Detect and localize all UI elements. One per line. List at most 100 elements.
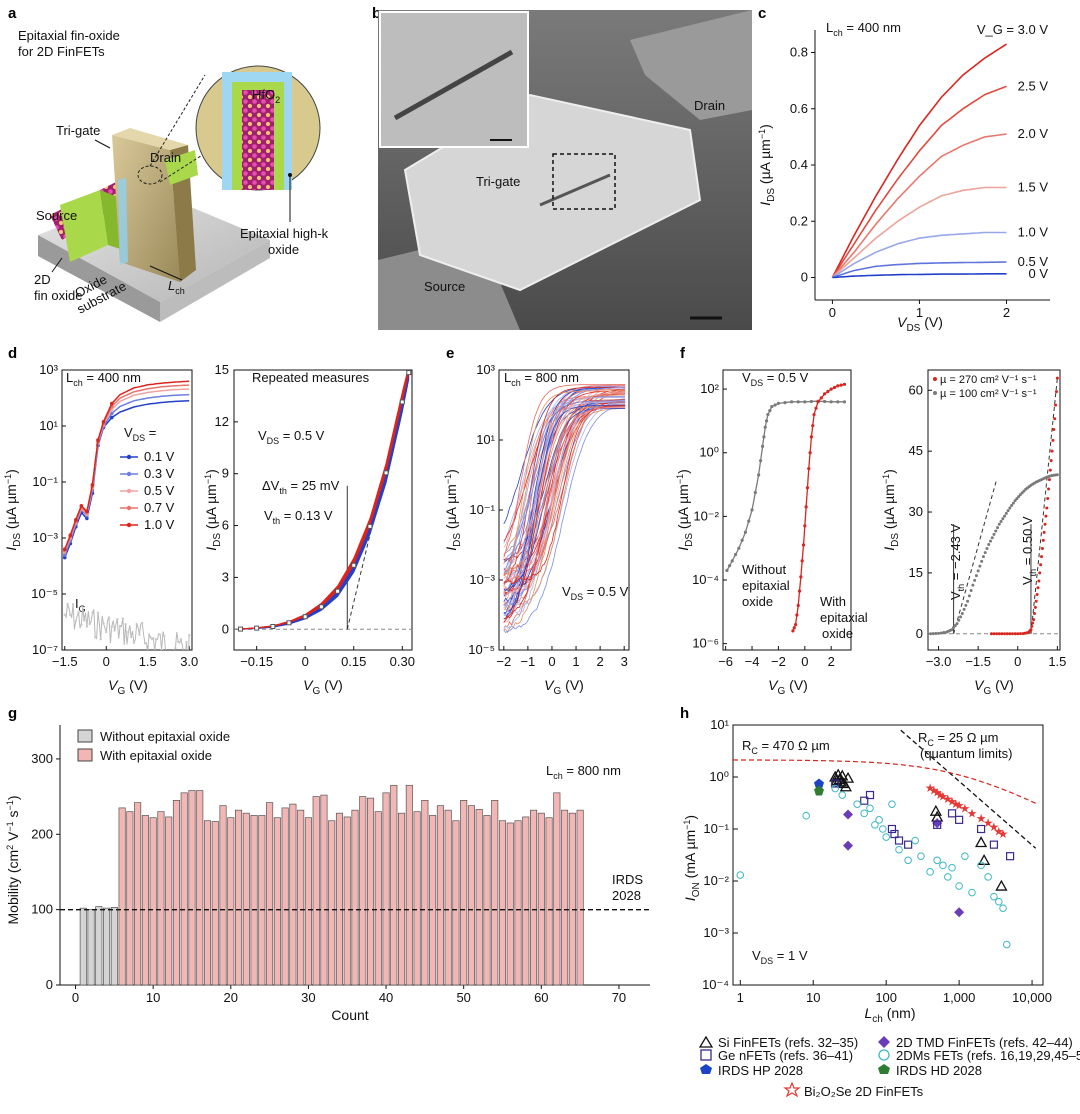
panel-g-bar bbox=[289, 803, 297, 986]
panel-e-ytick-label: 10¹ bbox=[476, 432, 495, 447]
panel-f2-point bbox=[966, 599, 970, 603]
panel-f-series-point bbox=[766, 412, 770, 417]
panel-e-ytick-label: 10⁻¹ bbox=[469, 502, 495, 517]
panel-g-bar bbox=[421, 800, 429, 986]
legend-si-finfet-icon bbox=[698, 1035, 714, 1048]
panel-d2-marker bbox=[318, 604, 324, 610]
panel-g-bar bbox=[188, 790, 196, 986]
panel-f-series-point bbox=[783, 401, 787, 405]
tri-gate-label: Tri-gate bbox=[56, 123, 100, 138]
panel-g-bar bbox=[227, 817, 235, 986]
panel-d-gate-current-point bbox=[102, 622, 105, 625]
panel-h-point-2dm bbox=[831, 784, 839, 793]
panel-h-point-2dm bbox=[875, 816, 883, 824]
panel-g-bar bbox=[366, 797, 375, 986]
panel-h-ytick-label: 10⁻² bbox=[703, 873, 729, 888]
panel-f2-point bbox=[1010, 632, 1014, 636]
panel-e-xtick-label: 2 bbox=[596, 654, 603, 669]
panel-g-ylabel: Mobility (cm2 V−1 s−1) bbox=[5, 795, 21, 924]
panel-h-vds: VDS = 1 V bbox=[752, 948, 808, 966]
panel-f2-point bbox=[950, 628, 954, 632]
panel-f2-point bbox=[962, 607, 966, 611]
panel-f2-extrapolation-grey bbox=[953, 479, 998, 634]
panel-h-point-2dm bbox=[939, 861, 947, 870]
panel-e-label: e bbox=[446, 345, 454, 362]
panel-e-device-curve bbox=[503, 404, 626, 614]
panel-h-ytick-label: 10⁻⁴ bbox=[702, 977, 729, 992]
panel-d-series-point bbox=[85, 516, 89, 521]
panel-g-xtick-label: 10 bbox=[146, 990, 160, 1005]
panel-f-series-point bbox=[819, 396, 823, 400]
panel-f2-point bbox=[1054, 403, 1058, 407]
panel-f2-ytick-label: 30 bbox=[909, 504, 923, 519]
panel-c-ytick-label: 0 bbox=[801, 270, 808, 285]
panel-f-series-point bbox=[812, 412, 816, 417]
panel-f-series-point bbox=[814, 406, 818, 410]
panel-f-vds: VDS = 0.5 V bbox=[742, 370, 809, 388]
panel-f2-point bbox=[1015, 497, 1019, 501]
panel-d-right: Repeated measures VDS = 0.5 V ΔVth = 25 … bbox=[203, 362, 415, 697]
panel-g-xtick-label: 60 bbox=[534, 990, 548, 1005]
panel-f-series-point bbox=[757, 473, 761, 477]
panel-d2-marker bbox=[286, 620, 292, 626]
panel-f2-point bbox=[995, 632, 999, 636]
panel-c-series-label: 1.0 V bbox=[1018, 225, 1049, 240]
panel-d-xtick-label: −1.5 bbox=[52, 654, 78, 669]
panel-d-gate-current-point bbox=[176, 640, 180, 643]
panel-f-series-point bbox=[842, 382, 847, 386]
panel-f2-point bbox=[1006, 509, 1010, 513]
fin-oxide-label-1: 2D bbox=[34, 272, 51, 287]
panel-g-bar bbox=[475, 809, 483, 986]
panel-g-bar bbox=[103, 907, 111, 986]
panel-f-series-point bbox=[832, 385, 837, 390]
panel-g-bar bbox=[242, 812, 250, 986]
panel-f2-point bbox=[1037, 579, 1041, 583]
panel-d2-marker bbox=[367, 523, 373, 529]
panel-g-bar bbox=[382, 792, 390, 986]
panel-f2-point bbox=[1040, 547, 1044, 551]
sem-inset-fin bbox=[393, 49, 514, 121]
panel-f2-point bbox=[978, 564, 982, 568]
panel-h-point-2dm bbox=[933, 856, 941, 865]
panel-e-ytick-label: 10⁻⁵ bbox=[468, 642, 495, 657]
panel-d-gate-current-point bbox=[171, 652, 173, 654]
panel-f2-point bbox=[929, 632, 933, 636]
panel-d-series-point bbox=[62, 547, 67, 551]
panel-f-ytick-label: 10⁰ bbox=[699, 445, 719, 460]
panel-f-series-point bbox=[804, 505, 808, 509]
panel-h-point-ge bbox=[947, 809, 957, 818]
panel-h-point-bi2o2se: ★ bbox=[947, 794, 958, 808]
panel-d-gate-current-point bbox=[179, 637, 183, 641]
legend-irds-hp: IRDS HP 2028 bbox=[718, 1063, 803, 1078]
panel-f2-point bbox=[1052, 428, 1056, 432]
panel-f2-frame bbox=[927, 369, 1061, 651]
panel-d-legend-label: 0.3 V bbox=[144, 466, 175, 481]
panel-h-point-ge bbox=[1006, 852, 1015, 861]
inset-fin-atoms bbox=[242, 90, 274, 190]
panel-g-xtick-label: 70 bbox=[612, 990, 626, 1005]
panel-d2-vds: VDS = 0.5 V bbox=[258, 428, 325, 446]
panel-f2-point bbox=[1055, 376, 1059, 380]
panel-d-gate-current-point bbox=[188, 633, 191, 637]
panel-h-point-2dm bbox=[955, 882, 963, 890]
panel-g-bar bbox=[568, 812, 576, 986]
panel-f2-vth-grey: Vth = −2.43 V bbox=[948, 523, 966, 600]
fin-oxide-label-2: fin oxide bbox=[34, 288, 82, 303]
panel-g: g Without epitaxial oxide With epitaxial… bbox=[5, 705, 650, 1023]
hfo2-label: HfO2 bbox=[252, 87, 280, 105]
panel-g-xtick-label: 50 bbox=[456, 990, 470, 1005]
panel-d-gate-current-point bbox=[157, 633, 161, 636]
panel-g-ytick-label: 100 bbox=[31, 902, 53, 917]
panel-d-gate-current-point bbox=[143, 642, 147, 645]
legend-label-without: Without epitaxial oxide bbox=[100, 729, 230, 744]
panel-g-bar bbox=[413, 811, 421, 986]
panel-c-series-line bbox=[831, 186, 1007, 279]
panel-f2-point bbox=[1005, 632, 1009, 636]
panel-h-xlabel: Lch (nm) bbox=[864, 1005, 915, 1025]
panel-d-gate-current-point bbox=[154, 638, 158, 641]
panel-h-point-2dm bbox=[948, 863, 956, 872]
panel-f2-point bbox=[1050, 449, 1054, 453]
legend-bi2o2se: Bi₂O₂Se 2D FinFETs bbox=[804, 1084, 924, 1099]
panel-f2-point bbox=[1051, 438, 1055, 442]
panel-f2-xtick-label: −1.5 bbox=[965, 654, 991, 669]
